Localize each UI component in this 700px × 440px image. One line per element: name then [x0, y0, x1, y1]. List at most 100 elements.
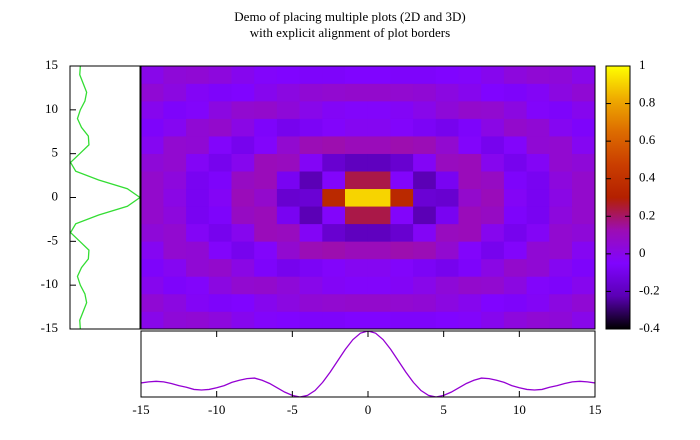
heatmap-cell	[367, 83, 391, 102]
heatmap-cell	[367, 223, 391, 242]
heatmap-cell	[231, 170, 255, 190]
heatmap-cell	[458, 170, 482, 190]
heatmap-cell	[435, 153, 460, 172]
heatmap-cell	[141, 205, 164, 225]
heatmap-cell	[276, 118, 301, 137]
heatmap-cell	[163, 311, 187, 329]
heatmap-cell	[186, 241, 210, 260]
heatmap-cell	[322, 83, 346, 102]
bottom-profile	[141, 331, 595, 397]
heatmap-cell	[435, 293, 460, 312]
heatmap-cell	[231, 258, 255, 277]
heatmap-cell	[435, 118, 460, 137]
heatmap-cell	[413, 100, 437, 119]
heatmap-cell	[367, 258, 391, 277]
heatmap-cell	[481, 293, 505, 312]
heatmap-cell	[231, 153, 255, 172]
heatmap-cell	[458, 66, 482, 84]
heatmap-cell	[208, 170, 233, 190]
heatmap-cell	[390, 223, 414, 242]
heatmap-cell	[345, 135, 369, 154]
heatmap-cell	[435, 276, 460, 295]
heatmap-cell	[208, 311, 233, 329]
heatmap-cell	[141, 135, 164, 154]
heatmap-cell	[186, 188, 210, 207]
x-tick-label: 10	[513, 402, 526, 417]
colorbar-tick-label: 0.2	[639, 207, 655, 222]
heatmap-cell	[549, 276, 573, 295]
heatmap-cell	[231, 205, 255, 225]
heatmap-cell	[526, 241, 550, 260]
heatmap-cell	[549, 311, 573, 329]
heatmap-cell	[458, 188, 482, 207]
colorbar-frame	[605, 65, 631, 330]
heatmap-cell	[549, 205, 573, 225]
heatmap-cell	[254, 135, 278, 154]
heatmap-cell	[299, 311, 323, 329]
heatmap-cell	[276, 135, 301, 154]
heatmap-cell	[322, 188, 346, 207]
heatmap-cell	[345, 188, 369, 207]
heatmap-cell	[390, 153, 414, 172]
heatmap-cell	[299, 66, 323, 84]
heatmap-cell	[503, 66, 528, 84]
heatmap-cell	[481, 170, 505, 190]
heatmap-cell	[572, 276, 595, 295]
heatmap-cell	[549, 241, 573, 260]
heatmap-cell	[367, 170, 391, 190]
heatmap-cell	[299, 153, 323, 172]
heatmap-cell	[549, 188, 573, 207]
profile-line	[70, 66, 140, 329]
heatmap-cell	[299, 205, 323, 225]
heatmap-cell	[322, 205, 346, 225]
heatmap-cell	[367, 135, 391, 154]
x-tick-label: -10	[208, 402, 225, 417]
heatmap-cell	[299, 258, 323, 277]
heatmap-cell	[503, 83, 528, 102]
heatmap-cell	[141, 241, 164, 260]
heatmap-cell	[163, 118, 187, 137]
heatmap-cell	[186, 66, 210, 84]
heatmap-cell	[345, 170, 369, 190]
heatmap-cell	[231, 83, 255, 102]
heatmap-cell	[572, 258, 595, 277]
heatmap-cell	[254, 311, 278, 329]
heatmap-cell	[481, 205, 505, 225]
heatmap-cell	[481, 241, 505, 260]
heatmap-cell	[208, 276, 233, 295]
heatmap-cell	[299, 100, 323, 119]
heatmap-cell	[526, 83, 550, 102]
heatmap-cell	[254, 170, 278, 190]
heatmap-cell	[572, 118, 595, 137]
heatmap-cell	[435, 205, 460, 225]
heatmap-cell	[254, 153, 278, 172]
heatmap-frame	[140, 65, 596, 330]
heatmap-cell	[481, 83, 505, 102]
heatmap-cell	[526, 205, 550, 225]
heatmap-cell	[141, 66, 164, 84]
heatmap-cell	[526, 118, 550, 137]
colorbar-tick-label: 0.8	[639, 95, 655, 110]
heatmap-cell	[186, 153, 210, 172]
heatmap-cell	[572, 153, 595, 172]
heatmap-cell	[186, 170, 210, 190]
heatmap-cell	[345, 205, 369, 225]
heatmap-cell	[276, 100, 301, 119]
heatmap-cell	[299, 276, 323, 295]
heatmap-cell	[390, 311, 414, 329]
heatmap-cell	[413, 276, 437, 295]
heatmap-cell	[503, 205, 528, 225]
heatmap-cell	[390, 66, 414, 84]
axes: -0.4 -0.2 0 0.2 0.4 0.6 0.8 1 -15 -10 -5 0 5 10 15 -15 -…	[41, 57, 660, 417]
heatmap-cell	[186, 223, 210, 242]
heatmap-cell	[208, 83, 233, 102]
heatmap-cell	[367, 100, 391, 119]
heatmap-cell	[231, 188, 255, 207]
heatmap-cell	[186, 293, 210, 312]
heatmap-cell	[231, 293, 255, 312]
heatmap-cell	[481, 188, 505, 207]
heatmap-cell	[549, 170, 573, 190]
heatmap-cell	[208, 205, 233, 225]
heatmap-cell	[276, 293, 301, 312]
y-tick-label: 5	[52, 145, 59, 160]
